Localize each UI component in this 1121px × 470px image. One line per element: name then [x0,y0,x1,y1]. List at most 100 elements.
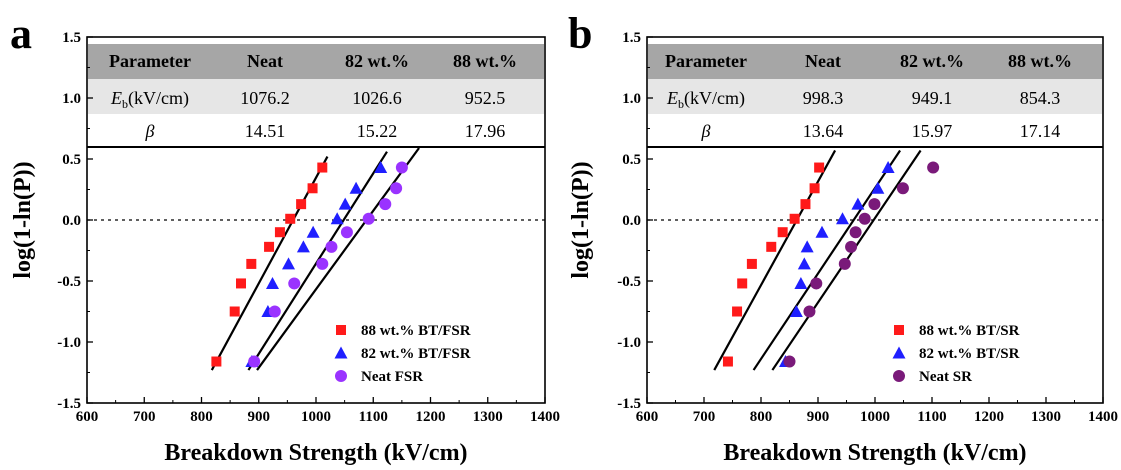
x-tick-label: 1000 [860,409,890,425]
data-point-square [285,213,296,224]
data-point-square [274,227,285,238]
data-point-triangle [296,240,310,253]
table-row1-bg [648,79,1102,114]
data-point-circle [783,355,796,368]
data-point-circle [838,257,851,270]
y-tick-label: -1.0 [57,335,81,351]
table-row1-value: 949.1 [912,88,953,108]
table-row2-value: 15.97 [912,121,953,141]
x-tick-label: 600 [636,409,659,425]
legend-marker-triangle [334,346,348,359]
x-tick-label: 1200 [974,409,1004,425]
y-tick-label: -0.5 [57,274,81,290]
y-tick-label: 1.5 [62,30,81,46]
table-row2-value: 15.22 [357,121,398,141]
x-tick-label: 1300 [473,409,503,425]
data-point-circle [362,212,375,225]
data-point-triangle [330,212,344,225]
y-tick-label: -1.0 [617,335,641,351]
data-point-triangle [338,197,352,210]
y-tick-label: -1.5 [57,396,81,412]
data-point-square [766,241,777,252]
legend-marker-square [336,325,346,335]
data-point-triangle [797,257,811,270]
table-header-cell: 82 wt.% [900,51,964,71]
panel-letter: b [568,9,592,58]
data-point-circle [858,212,871,225]
y-axis-label: log(1-ln(P)) [10,161,36,278]
y-tick-label: -1.5 [617,396,641,412]
data-point-circle [803,305,816,318]
plot-frame [646,36,1104,404]
data-point-triangle [800,240,814,253]
data-point-square [229,306,240,317]
legend-marker-circle [893,370,905,382]
x-tick-label: 900 [807,409,830,425]
table-row1-label: Eb(kV/cm) [666,88,745,111]
data-point-square [211,356,222,367]
x-tick-label: 1000 [301,409,331,425]
data-point-circle [268,305,281,318]
table-row2-value: 13.64 [803,121,844,141]
y-tick-label: 1.0 [62,91,81,107]
y-tick-label: 1.0 [622,91,641,107]
panel-letter: a [10,9,32,58]
data-point-circle [248,355,261,368]
data-point-circle [288,277,301,290]
table-header-cell: Parameter [109,51,191,71]
legend-label: 88 wt.% BT/SR [919,323,1020,339]
data-point-square [746,258,757,269]
data-point-square [737,278,748,289]
x-tick-label: 1100 [359,409,388,425]
panel-b: b Parameter Neat 82 wt.% 88 wt.% Eb(kV/cm) 998… [568,9,1118,466]
data-point-circle [849,226,862,239]
legend-marker-square [894,325,904,335]
x-tick-label: 600 [76,409,99,425]
y-tick-label: 0.5 [622,152,641,168]
y-tick-label: 0.5 [62,152,81,168]
data-point-square [296,199,307,210]
data-point-circle [390,182,403,195]
data-point-triangle [881,161,895,174]
data-point-circle [810,277,823,290]
data-point-square [789,213,800,224]
data-point-square [722,356,733,367]
legend-label: Neat FSR [361,369,423,385]
table-header-cell: 82 wt.% [345,51,409,71]
data-point-square [777,227,788,238]
table-header-bg [88,44,544,79]
table-row2-value: 14.51 [245,121,286,141]
table-row1-value: 854.3 [1020,88,1061,108]
data-point-triangle [306,225,320,238]
table-row2-label: β [145,121,155,141]
panel-a: a Parameter Neat 82 wt.% 88 wt.% Eb(kV/cm) 107… [10,9,560,466]
data-point-triangle [349,181,363,194]
plot-frame [86,36,546,404]
data-point-circle [896,182,909,195]
data-point-circle [395,161,408,174]
data-point-circle [340,226,353,239]
table-header-bg [648,44,1102,79]
data-point-triangle [871,181,885,194]
data-point-square [732,306,743,317]
legend-label: 82 wt.% BT/FSR [361,346,471,362]
x-axis-label: Breakdown Strength (kV/cm) [164,440,467,466]
table-header-cell: Parameter [665,51,747,71]
x-tick-label: 800 [750,409,773,425]
data-point-triangle [789,305,803,317]
data-point-square [814,162,825,173]
y-tick-label: 0.0 [622,213,641,229]
legend-label: Neat SR [919,369,972,385]
data-point-square [317,162,328,173]
table-row2-label: β [701,121,711,141]
table-row2-value: 17.96 [465,121,506,141]
table-header-cell: Neat [247,51,283,71]
data-point-circle [316,257,329,270]
y-tick-label: 1.5 [622,30,641,46]
legend-label: 88 wt.% BT/FSR [361,323,471,339]
data-point-triangle [851,197,865,210]
data-point-circle [325,240,338,253]
data-point-triangle [374,161,388,174]
x-axis-label: Breakdown Strength (kV/cm) [723,440,1026,466]
x-tick-label: 1300 [1031,409,1061,425]
